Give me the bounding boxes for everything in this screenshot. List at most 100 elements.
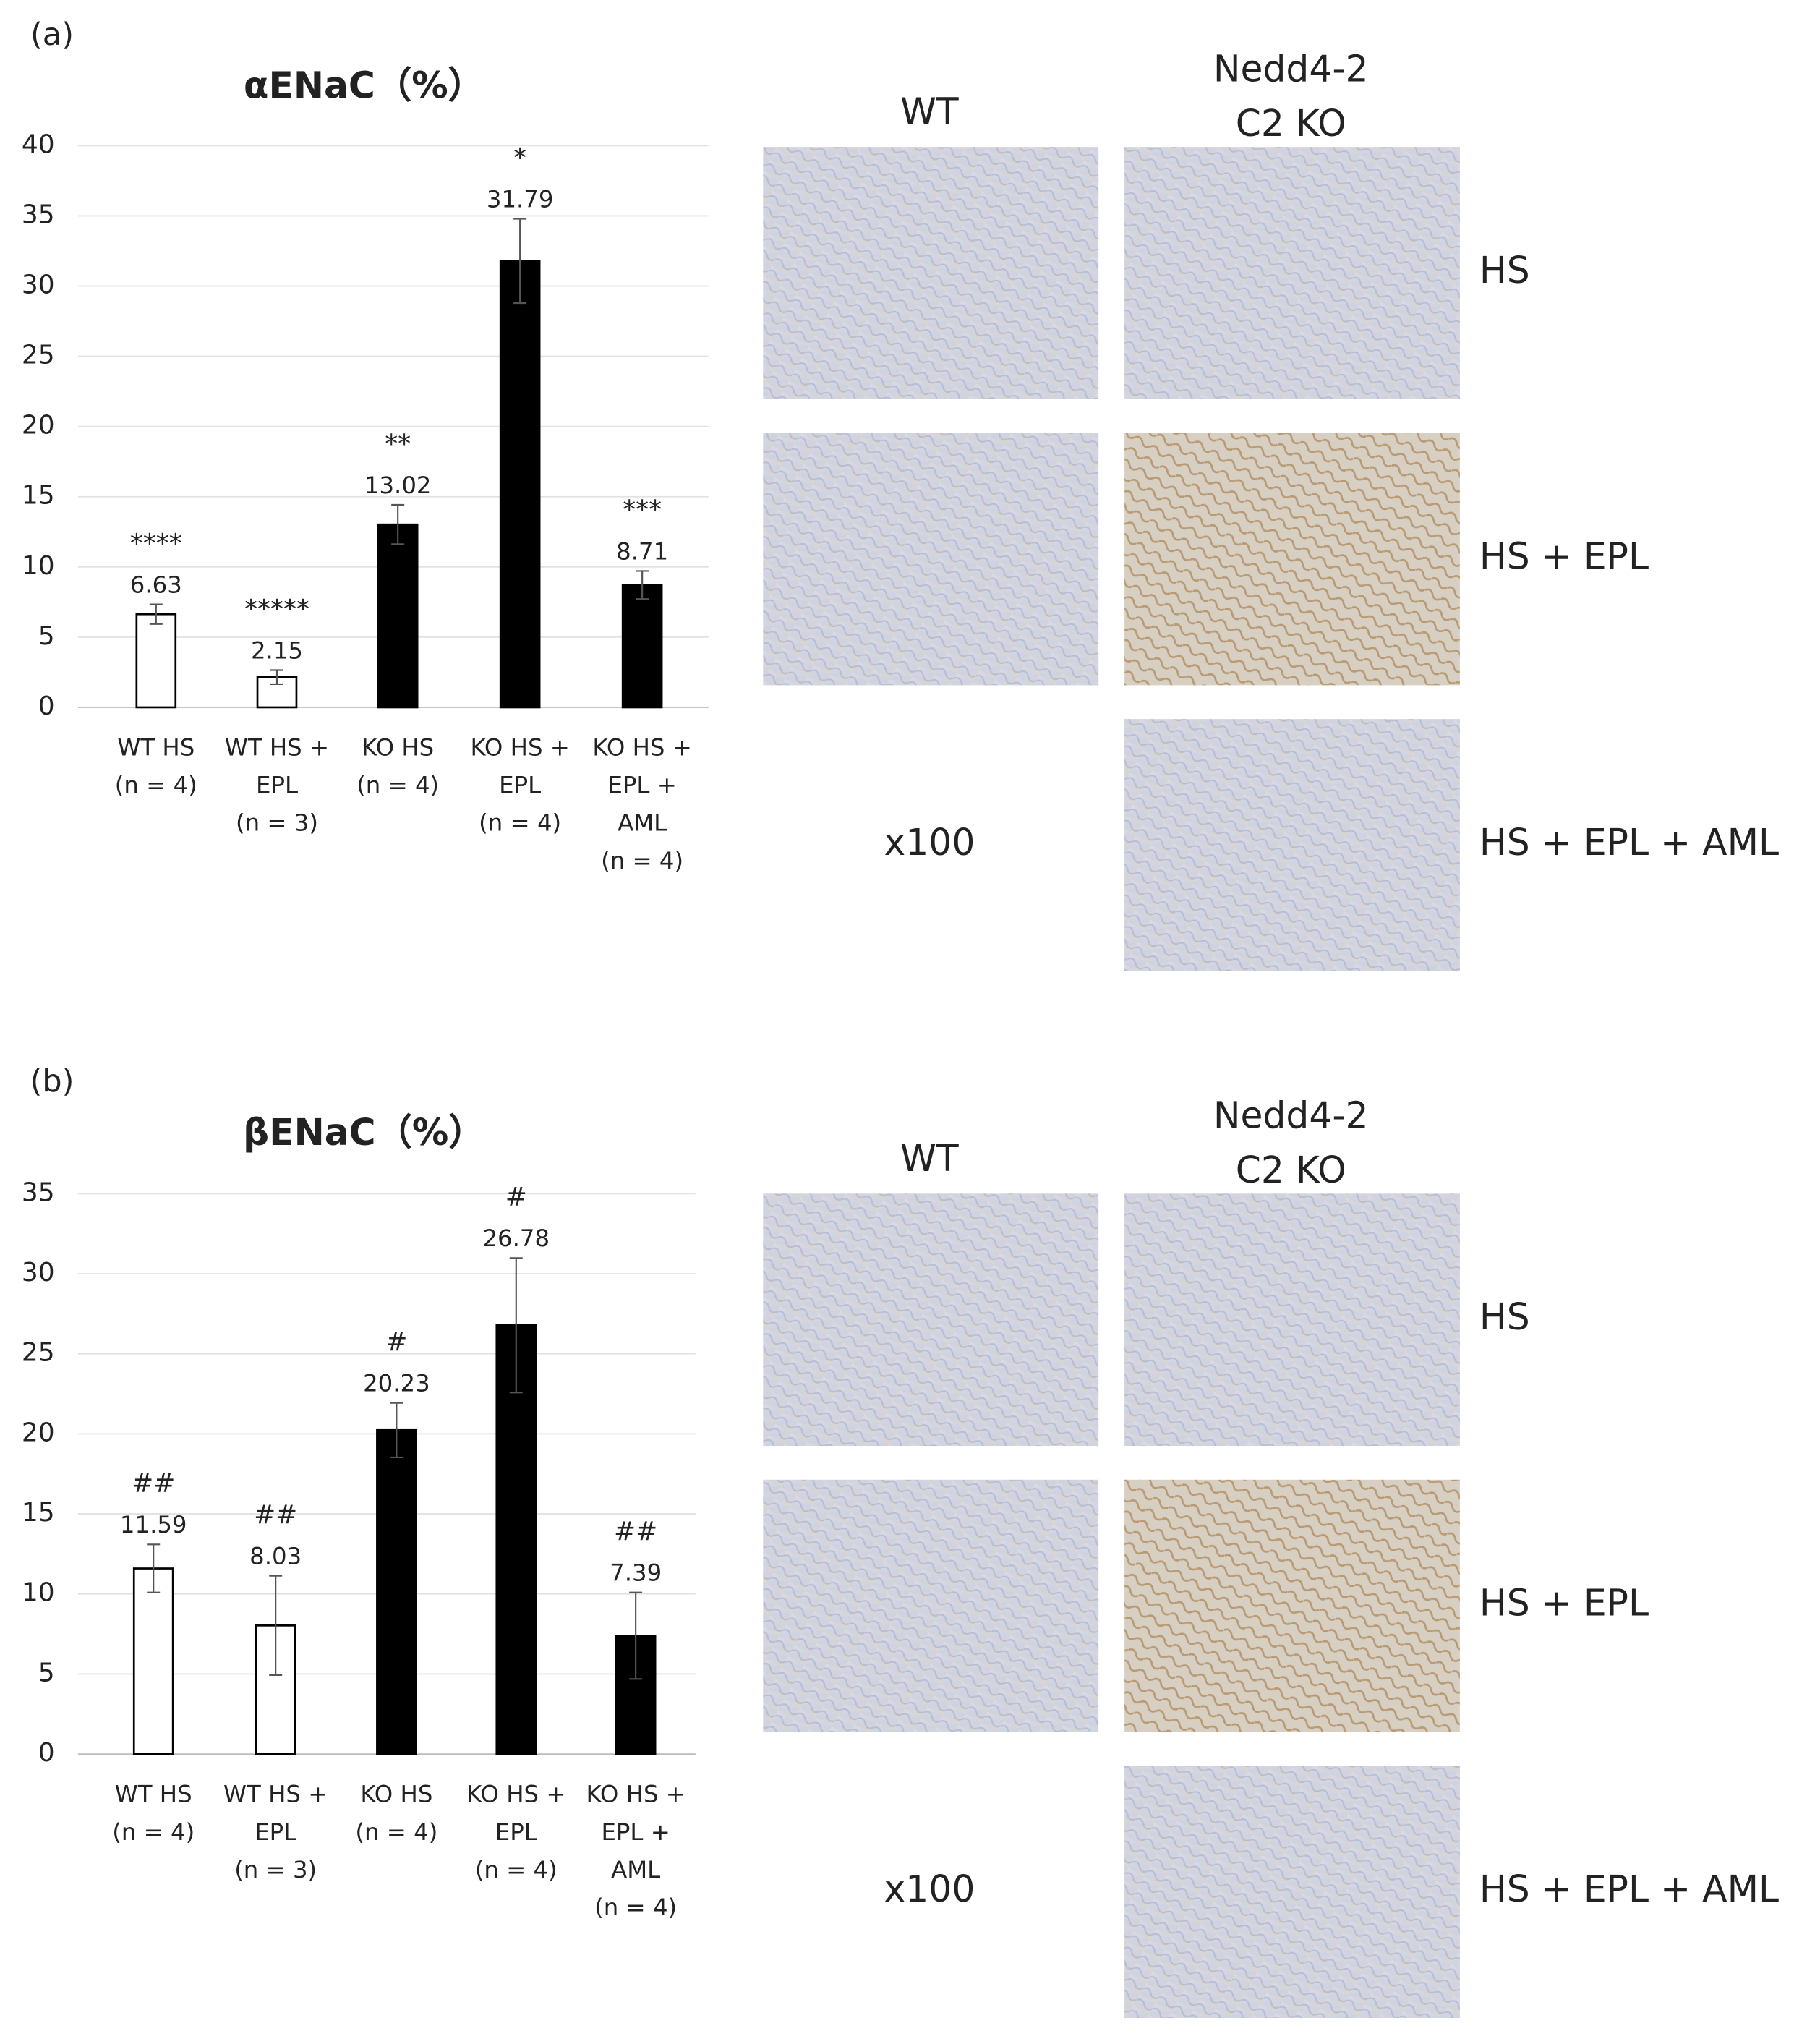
- micrograph: [1124, 1479, 1460, 1732]
- column-header: Nedd4-2: [1213, 1094, 1369, 1137]
- value-label: 20.23: [363, 1369, 430, 1397]
- chart-title: βENaC（%）: [243, 1111, 485, 1154]
- row-label: HS: [1479, 249, 1530, 291]
- x-tick-label: WT HS +: [223, 1781, 328, 1808]
- significance-label: ##: [254, 1500, 297, 1530]
- y-tick-label: 40: [22, 129, 55, 159]
- significance-label: ****: [130, 529, 182, 558]
- y-tick-label: 0: [38, 1738, 55, 1768]
- x-tick-label: (n = 4): [355, 1818, 437, 1846]
- y-tick-label: 5: [38, 621, 55, 651]
- value-label: 6.63: [130, 571, 182, 598]
- micrograph: [1124, 719, 1460, 971]
- y-tick-label: 20: [22, 1418, 55, 1447]
- panel-label: (a): [30, 17, 74, 53]
- magnification-label: x100: [884, 1868, 975, 1910]
- error-bar: [509, 1257, 523, 1394]
- micrograph: [763, 1193, 1099, 1447]
- x-tick-label: EPL: [495, 1818, 537, 1846]
- row-label: HS + EPL + AML: [1479, 821, 1779, 864]
- y-tick-label: 30: [22, 270, 55, 299]
- x-tick-label: AML: [611, 1856, 660, 1883]
- micrograph: [1124, 1193, 1460, 1447]
- magnification-label: x100: [884, 821, 975, 864]
- error-bar: [391, 503, 405, 545]
- x-tick-label: KO HS: [362, 733, 434, 761]
- column-header: C2 KO: [1236, 1149, 1346, 1191]
- error-bar: [513, 218, 527, 305]
- y-tick-label: 35: [22, 200, 55, 229]
- x-tick-label: KO HS +: [586, 1781, 685, 1808]
- y-tick-label: 10: [22, 1578, 55, 1608]
- row-label: HS + EPL: [1479, 535, 1649, 578]
- y-tick-label: 15: [22, 1498, 55, 1528]
- significance-label: *****: [244, 595, 309, 624]
- micrograph: [1124, 433, 1460, 686]
- y-tick-label: 25: [22, 1338, 55, 1368]
- x-tick-label: WT HS: [115, 1781, 192, 1808]
- y-tick-label: 35: [22, 1178, 55, 1207]
- x-tick-label: EPL: [256, 772, 298, 799]
- value-label: 11.59: [120, 1511, 187, 1538]
- y-tick-label: 5: [38, 1658, 55, 1687]
- bar: [376, 1428, 417, 1755]
- micrograph: [763, 1479, 1099, 1732]
- error-bar: [390, 1402, 403, 1458]
- y-tick-label: 25: [22, 341, 55, 370]
- error-bar: [147, 1543, 161, 1593]
- column-header: WT: [900, 1137, 959, 1180]
- value-label: 8.03: [249, 1543, 302, 1570]
- bar: [132, 1567, 174, 1755]
- x-tick-label: EPL +: [607, 772, 676, 799]
- x-tick-label: AML: [618, 809, 667, 837]
- bar: [499, 260, 541, 709]
- x-tick-label: (n = 4): [115, 772, 197, 799]
- error-bar: [270, 669, 283, 685]
- significance-label: *: [513, 143, 526, 173]
- significance-label: #: [505, 1183, 527, 1212]
- value-label: 31.79: [487, 185, 554, 213]
- x-tick-label: KO HS: [360, 1781, 432, 1808]
- x-tick-label: (n = 4): [594, 1894, 677, 1921]
- value-label: 13.02: [364, 472, 432, 499]
- error-bar: [149, 603, 163, 625]
- micrograph: [1124, 1766, 1460, 2019]
- x-tick-label: EPL +: [601, 1818, 670, 1846]
- micrograph: [763, 147, 1099, 399]
- value-label: 7.39: [610, 1559, 662, 1587]
- row-label: HS + EPL: [1479, 1582, 1649, 1624]
- significance-label: ##: [132, 1469, 175, 1499]
- error-bar: [636, 570, 649, 600]
- significance-label: #: [385, 1327, 407, 1357]
- significance-label: ##: [614, 1517, 657, 1546]
- y-tick-label: 30: [22, 1258, 55, 1287]
- micrograph: [1124, 147, 1460, 399]
- error-bar: [269, 1575, 283, 1677]
- x-tick-label: (n = 3): [236, 809, 318, 837]
- x-tick-label: EPL: [255, 1818, 296, 1846]
- y-tick-label: 0: [38, 691, 55, 721]
- x-tick-label: EPL: [499, 772, 541, 799]
- significance-label: ***: [623, 495, 662, 525]
- bar: [621, 584, 663, 709]
- bar: [135, 613, 177, 709]
- row-label: HS: [1479, 1295, 1530, 1338]
- x-tick-label: (n = 4): [112, 1818, 195, 1846]
- x-tick-label: (n = 4): [356, 772, 439, 799]
- column-header: C2 KO: [1236, 102, 1346, 145]
- value-label: 8.71: [616, 537, 668, 565]
- x-tick-label: WT HS: [117, 733, 195, 761]
- row-label: HS + EPL + AML: [1479, 1868, 1779, 1910]
- micrograph: [763, 433, 1099, 686]
- value-label: 2.15: [251, 636, 303, 664]
- value-label: 26.78: [482, 1225, 550, 1252]
- chart-title: αENaC（%）: [244, 64, 484, 107]
- x-tick-label: KO HS +: [592, 733, 691, 761]
- x-tick-label: KO HS +: [470, 733, 569, 761]
- y-tick-label: 15: [22, 481, 55, 511]
- error-bar: [629, 1591, 643, 1680]
- column-header: WT: [900, 90, 959, 133]
- panel-label: (b): [30, 1063, 74, 1099]
